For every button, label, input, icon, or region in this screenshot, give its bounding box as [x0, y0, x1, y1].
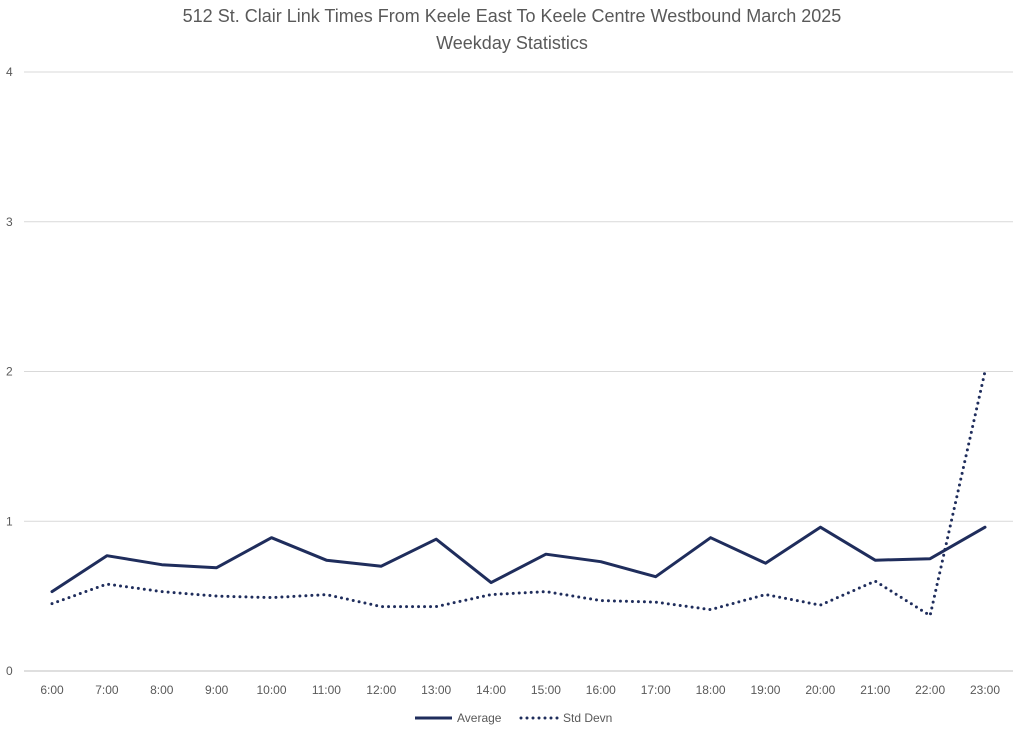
chart-subtitle: Weekday Statistics	[436, 33, 588, 53]
y-tick-label: 3	[6, 215, 13, 229]
chart-title: 512 St. Clair Link Times From Keele East…	[182, 6, 842, 26]
y-tick-label: 4	[6, 65, 13, 79]
y-tick-label: 1	[6, 514, 13, 528]
y-tick-label: 0	[6, 664, 13, 678]
x-axis-ticks: 6:00 7:00 8:00 9:00 10:00 11:00 12:00 13:00 14:0…	[40, 683, 1000, 697]
legend: Average Std Devn	[415, 711, 612, 725]
series-layer	[50, 370, 987, 618]
x-tick-label: 6:00	[40, 683, 64, 697]
x-tick-label: 23:00	[970, 683, 1000, 697]
x-tick-label: 7:00	[95, 683, 119, 697]
x-tick-label: 8:00	[150, 683, 174, 697]
x-tick-label: 21:00	[860, 683, 890, 697]
x-tick-label: 18:00	[696, 683, 726, 697]
x-tick-label: 20:00	[805, 683, 835, 697]
y-tick-label: 2	[6, 365, 13, 379]
x-tick-label: 14:00	[476, 683, 506, 697]
series-line-average	[50, 525, 987, 594]
x-tick-label: 22:00	[915, 683, 945, 697]
series-line-std-devn	[50, 370, 987, 618]
x-tick-label: 12:00	[366, 683, 396, 697]
x-tick-label: 9:00	[205, 683, 229, 697]
x-tick-label: 15:00	[531, 683, 561, 697]
y-axis-ticks: 0 1 2 3 4	[6, 65, 13, 678]
x-tick-label: 16:00	[586, 683, 616, 697]
x-tick-label: 19:00	[750, 683, 780, 697]
x-tick-label: 17:00	[641, 683, 671, 697]
gridlines	[24, 71, 1013, 672]
x-tick-label: 13:00	[421, 683, 451, 697]
x-tick-label: 10:00	[257, 683, 287, 697]
legend-label: Average	[457, 711, 502, 725]
x-tick-label: 11:00	[312, 683, 341, 697]
legend-label: Std Devn	[563, 711, 612, 725]
